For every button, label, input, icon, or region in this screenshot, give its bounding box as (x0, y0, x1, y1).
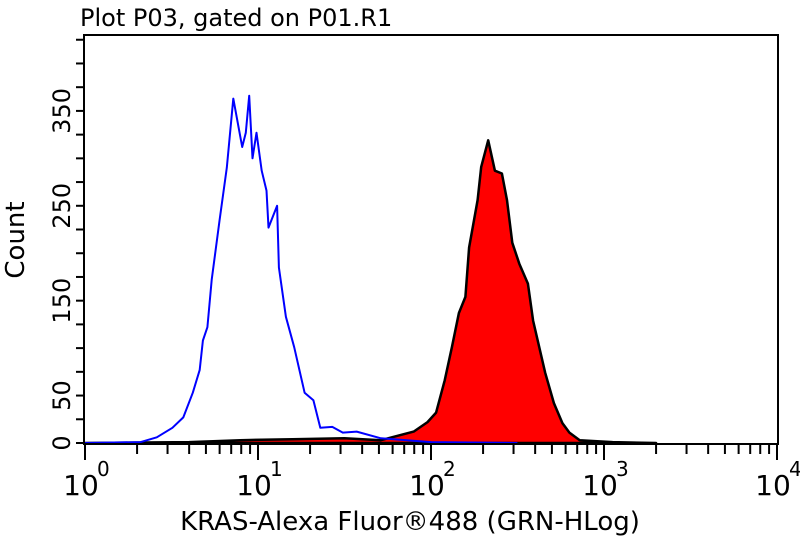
x-tick-exponent: 2 (443, 457, 456, 481)
plot-frame (83, 34, 779, 445)
x-tick-label: 10 (63, 469, 99, 502)
x-tick-exponent: 3 (616, 457, 629, 481)
y-tick-label: 0 (48, 435, 76, 450)
y-axis-label: Count (1, 201, 31, 278)
series-layer (83, 94, 658, 445)
y-tick-label: 50 (48, 380, 76, 411)
x-tick-exponent: 0 (97, 457, 110, 481)
series-1-filled-histogram (83, 139, 658, 445)
y-tick-label: 350 (48, 88, 76, 134)
x-tick-exponent: 4 (789, 457, 800, 481)
y-tick-label: 250 (48, 183, 76, 229)
x-tick-exponent: 1 (270, 457, 283, 481)
x-axis-label: KRAS-Alexa Fluor®488 (GRN-HLog) (180, 507, 640, 537)
x-tick-label: 10 (409, 469, 445, 502)
chart-title: Plot P03, gated on P01.R1 (80, 4, 392, 32)
series-0-outline-histogram (84, 94, 518, 444)
x-tick-label: 10 (755, 469, 791, 502)
y-tick-label: 150 (48, 278, 76, 324)
x-tick-label: 10 (236, 469, 272, 502)
x-tick-label: 10 (582, 469, 618, 502)
